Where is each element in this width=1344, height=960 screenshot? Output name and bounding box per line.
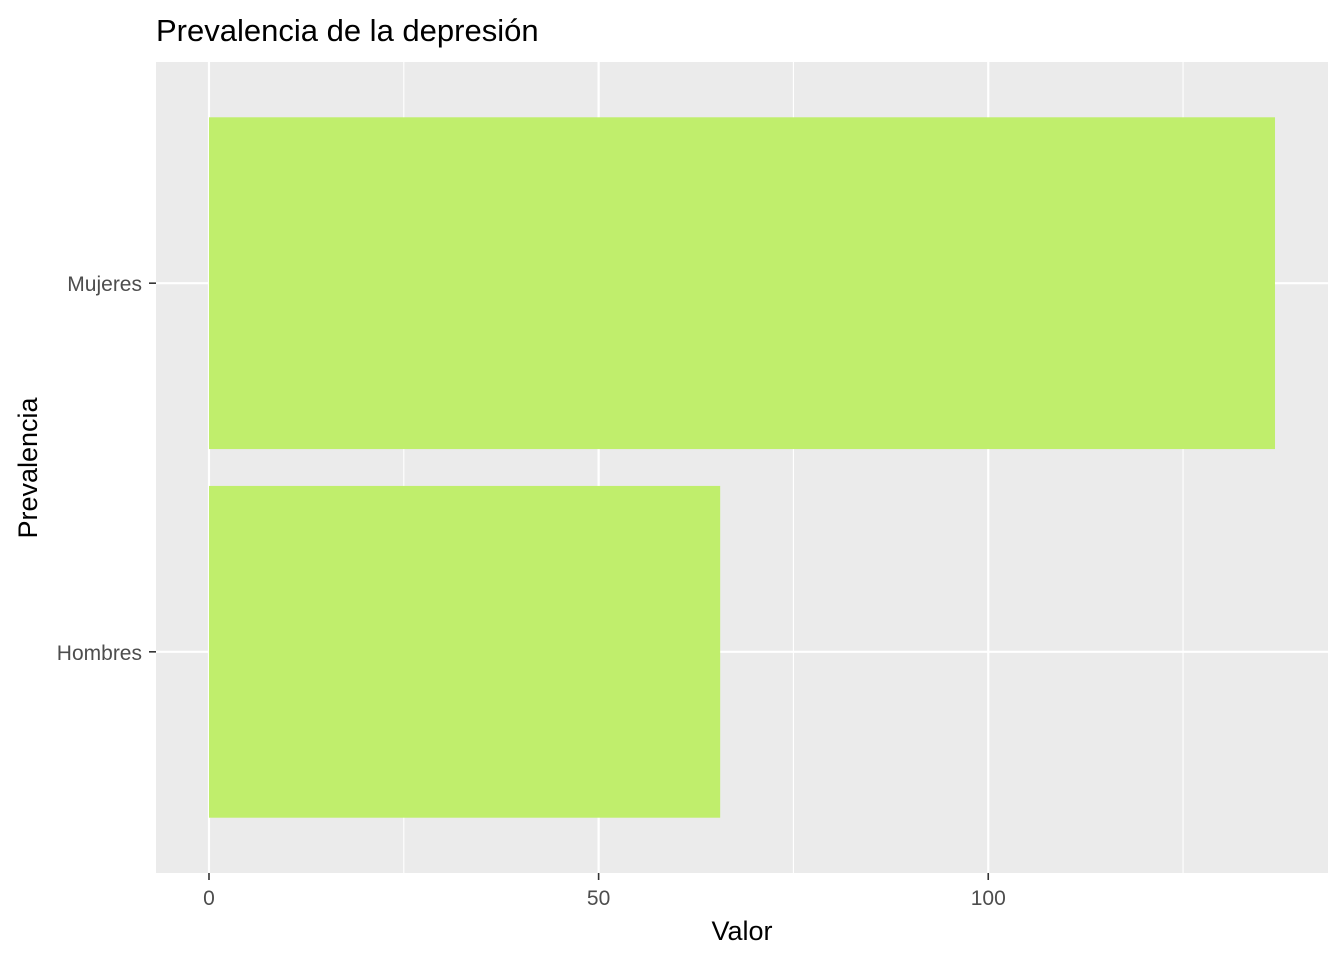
y-axis-title: Prevalencia: [13, 396, 43, 538]
x-tick-label: 100: [971, 887, 1006, 910]
x-tick-label: 0: [203, 887, 215, 910]
chart-title: Prevalencia de la depresión: [156, 13, 539, 48]
x-axis-title: Valor: [711, 916, 772, 946]
y-tick-label: Mujeres: [67, 273, 142, 296]
x-axis-ticks: 0 50 100: [203, 873, 1006, 910]
bar-mujeres: [208, 117, 1276, 450]
y-tick-label: Hombres: [57, 642, 142, 665]
y-axis-ticks: Hombres Mujeres: [57, 273, 156, 665]
bars: [208, 117, 1276, 818]
bar-hombres: [208, 485, 721, 818]
x-tick-label: 50: [587, 887, 610, 910]
